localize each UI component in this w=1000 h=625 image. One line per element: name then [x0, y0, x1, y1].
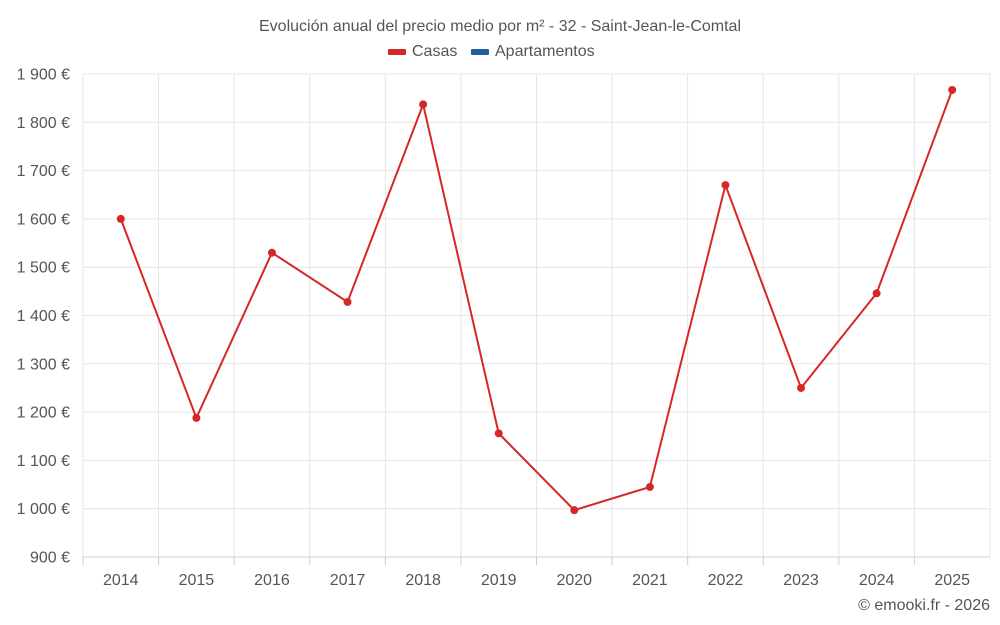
- data-point[interactable]: [570, 506, 579, 515]
- legend-swatch: [471, 49, 489, 55]
- y-tick-label: 1 800 €: [17, 115, 70, 132]
- data-point[interactable]: [494, 429, 503, 438]
- y-tick-label: 1 200 €: [17, 405, 70, 422]
- x-tick-label: 2014: [103, 572, 139, 589]
- x-tick-label: 2023: [783, 572, 819, 589]
- y-tick-label: 1 300 €: [17, 356, 70, 373]
- x-tick-label: 2015: [179, 572, 215, 589]
- data-point[interactable]: [267, 248, 276, 257]
- legend-swatch: [388, 49, 406, 55]
- data-point[interactable]: [116, 214, 125, 223]
- chart-title: Evolución anual del precio medio por m² …: [259, 18, 741, 35]
- legend-label[interactable]: Casas: [412, 43, 457, 60]
- data-point[interactable]: [721, 181, 730, 190]
- data-point[interactable]: [797, 383, 806, 392]
- grid: [82, 73, 991, 558]
- data-point[interactable]: [872, 289, 881, 298]
- series-group: [116, 85, 957, 515]
- series-line-casas: [119, 89, 954, 512]
- y-tick-label: 900 €: [30, 550, 70, 567]
- x-tick-label: 2018: [405, 572, 441, 589]
- y-tick-label: 1 700 €: [17, 163, 70, 180]
- y-tick-label: 1 000 €: [17, 501, 70, 518]
- data-point[interactable]: [645, 482, 654, 491]
- y-tick-label: 1 600 €: [17, 211, 70, 228]
- data-point[interactable]: [343, 297, 352, 306]
- x-tick-label: 2016: [254, 572, 290, 589]
- x-tick-label: 2021: [632, 572, 668, 589]
- x-tick-label: 2024: [859, 572, 895, 589]
- y-tick-label: 1 100 €: [17, 453, 70, 470]
- x-axis: 2014 2015 2016 2017 2018 2019 2020 2021 2022 2023…: [82, 557, 970, 589]
- x-tick-label: 2022: [708, 572, 744, 589]
- x-tick-label: 2019: [481, 572, 517, 589]
- data-point[interactable]: [948, 85, 957, 94]
- data-point[interactable]: [192, 413, 201, 422]
- y-tick-label: 1 900 €: [17, 67, 70, 84]
- legend: Casas Apartamentos: [388, 43, 595, 60]
- y-tick-label: 1 500 €: [17, 260, 70, 277]
- y-tick-label: 1 400 €: [17, 308, 70, 325]
- y-axis: 900 € 1 000 € 1 100 € 1 200 € 1 300 € 1 400 €…: [17, 67, 70, 567]
- x-tick-label: 2020: [556, 572, 592, 589]
- x-tick-label: 2025: [934, 572, 970, 589]
- x-tick-label: 2017: [330, 572, 366, 589]
- credit: © emooki.fr - 2026: [858, 597, 990, 614]
- legend-label[interactable]: Apartamentos: [495, 43, 595, 60]
- data-point[interactable]: [419, 100, 428, 109]
